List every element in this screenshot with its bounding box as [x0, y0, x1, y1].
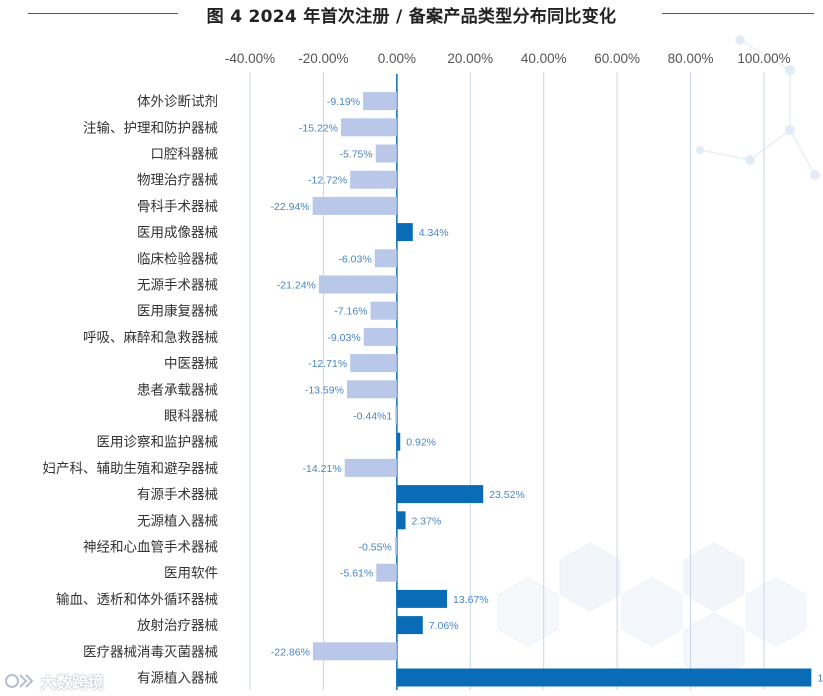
x-tick-label: 0.00%: [378, 51, 416, 66]
x-tick-label: 20.00%: [447, 51, 493, 66]
category-label: 医用成像器械: [137, 225, 218, 241]
data-label: -22.86%: [271, 646, 310, 658]
data-label: 23.52%: [489, 489, 525, 501]
category-label: 物理治疗器械: [137, 173, 218, 189]
bar: [363, 327, 397, 346]
data-label: 13.67%: [453, 594, 489, 606]
category-label: 有源植入器械: [137, 671, 218, 687]
bar: [363, 92, 397, 111]
bar: [350, 354, 397, 373]
bar: [396, 589, 448, 608]
bar: [396, 432, 401, 451]
category-label: 输血、透析和体外循环器械: [56, 592, 218, 608]
data-label: -12.72%: [308, 175, 347, 187]
bar: [374, 249, 397, 268]
bar: [394, 537, 397, 556]
data-label: -13.59%: [305, 384, 344, 396]
category-label: 无源手术器械: [137, 278, 218, 294]
x-tick-label: -20.00%: [298, 51, 348, 66]
category-label: 医用诊察和监护器械: [97, 434, 219, 451]
chart-header: 图 4 2024 年首次注册 / 备案产品类型分布同比变化: [0, 0, 823, 30]
data-label: -9.03%: [327, 332, 360, 344]
category-label: 医用软件: [164, 566, 218, 582]
x-tick-label: 100.00%: [737, 51, 790, 66]
category-label: 放射治疗器械: [137, 618, 218, 634]
category-label: 有源手术器械: [137, 487, 218, 503]
data-label: -15.22%: [299, 122, 338, 134]
bar: [312, 196, 397, 215]
data-label: 0.92%: [406, 437, 436, 449]
bar: [346, 380, 397, 399]
bar: [370, 301, 397, 320]
bar: [350, 170, 397, 189]
data-label: 4.34%: [419, 227, 449, 239]
x-tick-label: -40.00%: [225, 51, 275, 66]
category-label: 注输、护理和防护器械: [83, 120, 218, 136]
category-label: 口腔科器械: [151, 147, 219, 163]
bar: [396, 223, 413, 242]
bar: [318, 275, 397, 294]
data-label: -22.94%: [271, 201, 310, 213]
data-label: -6.03%: [338, 253, 371, 265]
title-rule-left: [28, 13, 178, 14]
x-tick-label: 40.00%: [521, 51, 567, 66]
data-label: -5.75%: [339, 149, 372, 161]
x-tick-label: 60.00%: [594, 51, 640, 66]
category-label: 骨科手术器械: [137, 199, 218, 215]
bar: [340, 118, 397, 137]
bar: [396, 616, 423, 635]
data-label: -5.61%: [340, 568, 373, 580]
data-label: 7.06%: [429, 620, 459, 632]
bar: [375, 144, 397, 163]
data-label: -14.21%: [303, 463, 342, 475]
category-label: 中医器械: [164, 356, 218, 372]
x-tick-label: 80.00%: [668, 51, 714, 66]
category-label: 呼吸、麻醉和急救器械: [83, 330, 218, 346]
bar: [376, 563, 397, 582]
data-label: -7.16%: [334, 306, 367, 318]
category-label: 神经和心血管手术器械: [83, 540, 218, 556]
bar: [396, 511, 406, 530]
category-label: 患者承载器械: [137, 382, 218, 398]
category-label: 临床检验器械: [137, 251, 218, 267]
data-label: 112.9%: [817, 673, 823, 685]
category-label: 体外诊断试剂: [137, 94, 218, 110]
bar: [396, 668, 812, 687]
bar: [312, 642, 397, 661]
bar: [396, 485, 484, 504]
brand-logo-icon: [5, 674, 34, 688]
bar: [344, 458, 397, 477]
bar: [395, 406, 397, 425]
category-label: 医疗器械消毒灭菌器械: [83, 644, 218, 660]
data-label: -9.19%: [327, 96, 360, 108]
watermark-text: 大数跨境: [40, 673, 105, 692]
category-label: 妇产科、辅助生殖和避孕器械: [43, 460, 219, 477]
data-label: -21.24%: [277, 280, 316, 292]
data-label: -0.44%1: [353, 411, 392, 423]
data-label: -0.55%: [359, 542, 392, 554]
data-label: -12.71%: [308, 358, 347, 370]
category-label: 眼科器械: [164, 409, 218, 425]
category-label: 无源植入器械: [137, 513, 218, 529]
title-rule-right: [662, 13, 814, 14]
category-label: 医用康复器械: [137, 303, 218, 320]
chart-title: 图 4 2024 年首次注册 / 备案产品类型分布同比变化: [206, 7, 617, 27]
watermark: 大数跨境: [4, 668, 104, 694]
data-label: 2.37%: [412, 515, 442, 527]
